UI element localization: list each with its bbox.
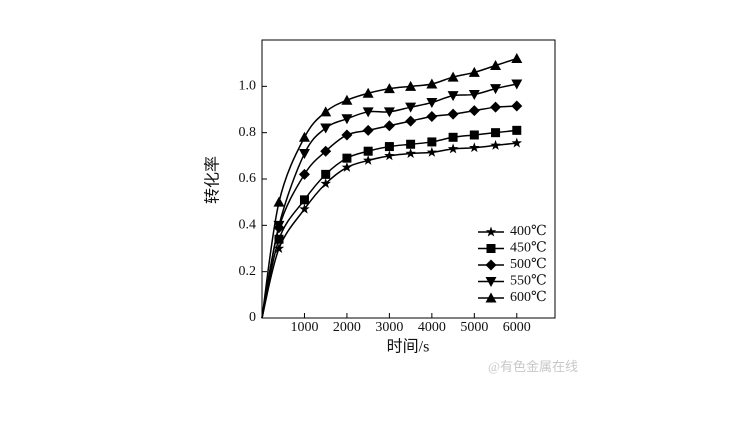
marker (486, 244, 496, 253)
y-tick-label: 0 (249, 310, 256, 325)
x-tick-label: 3000 (375, 320, 403, 335)
marker (490, 84, 502, 95)
marker (468, 105, 480, 117)
marker (299, 203, 310, 214)
marker (298, 131, 310, 142)
marker (447, 71, 459, 82)
marker (427, 137, 437, 147)
watermark: @有色金属在线 (488, 359, 578, 374)
marker (362, 124, 374, 136)
y-tick-label: 0.2 (239, 264, 257, 279)
marker (485, 277, 497, 287)
marker (341, 114, 353, 125)
marker (342, 153, 352, 163)
x-tick-label: 2000 (333, 320, 361, 335)
marker (469, 142, 480, 153)
marker (362, 154, 374, 165)
marker (341, 161, 353, 172)
marker (320, 145, 332, 157)
marker (384, 150, 395, 161)
marker (511, 137, 523, 148)
marker (383, 83, 395, 94)
series-line (261, 142, 517, 319)
marker (485, 226, 497, 237)
marker (426, 146, 438, 157)
marker (341, 129, 353, 141)
marker (273, 220, 285, 231)
marker (468, 89, 480, 100)
marker (320, 106, 332, 117)
y-tick-label: 0.6 (239, 171, 257, 186)
marker (512, 125, 522, 135)
marker (447, 91, 459, 102)
marker (298, 149, 310, 160)
x-tick-label: 1000 (290, 320, 318, 335)
marker (511, 79, 523, 90)
marker (490, 59, 502, 70)
y-tick-label: 0.4 (239, 218, 257, 233)
marker (383, 120, 395, 132)
marker (405, 148, 416, 158)
marker (321, 169, 331, 179)
marker (485, 292, 497, 303)
marker (405, 115, 417, 127)
legend-label: 500℃ (510, 257, 547, 272)
x-tick-label: 5000 (460, 320, 488, 335)
legend-label: 400℃ (510, 224, 547, 239)
marker (406, 139, 416, 149)
marker (363, 146, 373, 156)
marker (362, 107, 374, 118)
legend-label: 550℃ (510, 274, 547, 289)
marker (273, 243, 285, 253)
x-axis-label: 时间/s (387, 338, 430, 356)
series-line (261, 57, 518, 319)
marker (383, 107, 395, 118)
marker (298, 168, 310, 180)
legend-label: 450℃ (510, 241, 547, 256)
marker (274, 234, 284, 244)
marker (384, 142, 394, 152)
marker (426, 110, 438, 122)
marker (447, 143, 459, 154)
marker (511, 100, 523, 112)
marker (405, 80, 417, 91)
marker (273, 196, 285, 207)
marker (426, 78, 438, 89)
marker (299, 195, 309, 205)
marker (405, 102, 417, 113)
marker (490, 101, 502, 113)
marker (362, 87, 374, 98)
marker (511, 53, 523, 64)
series-line (261, 129, 517, 319)
y-tick-label: 1.0 (239, 79, 257, 94)
marker (485, 259, 497, 271)
marker (320, 123, 332, 134)
marker (447, 108, 459, 120)
x-tick-label: 4000 (418, 320, 446, 335)
legend-label: 600℃ (510, 290, 547, 305)
marker (491, 128, 501, 138)
marker (320, 178, 331, 189)
marker (448, 132, 458, 142)
marker (469, 130, 479, 140)
marker (468, 66, 480, 77)
marker (341, 94, 353, 105)
x-tick-label: 6000 (503, 320, 531, 335)
marker (490, 139, 501, 150)
marker (426, 98, 438, 109)
y-tick-label: 0.8 (239, 125, 257, 140)
y-axis-label: 转化率 (204, 156, 222, 204)
